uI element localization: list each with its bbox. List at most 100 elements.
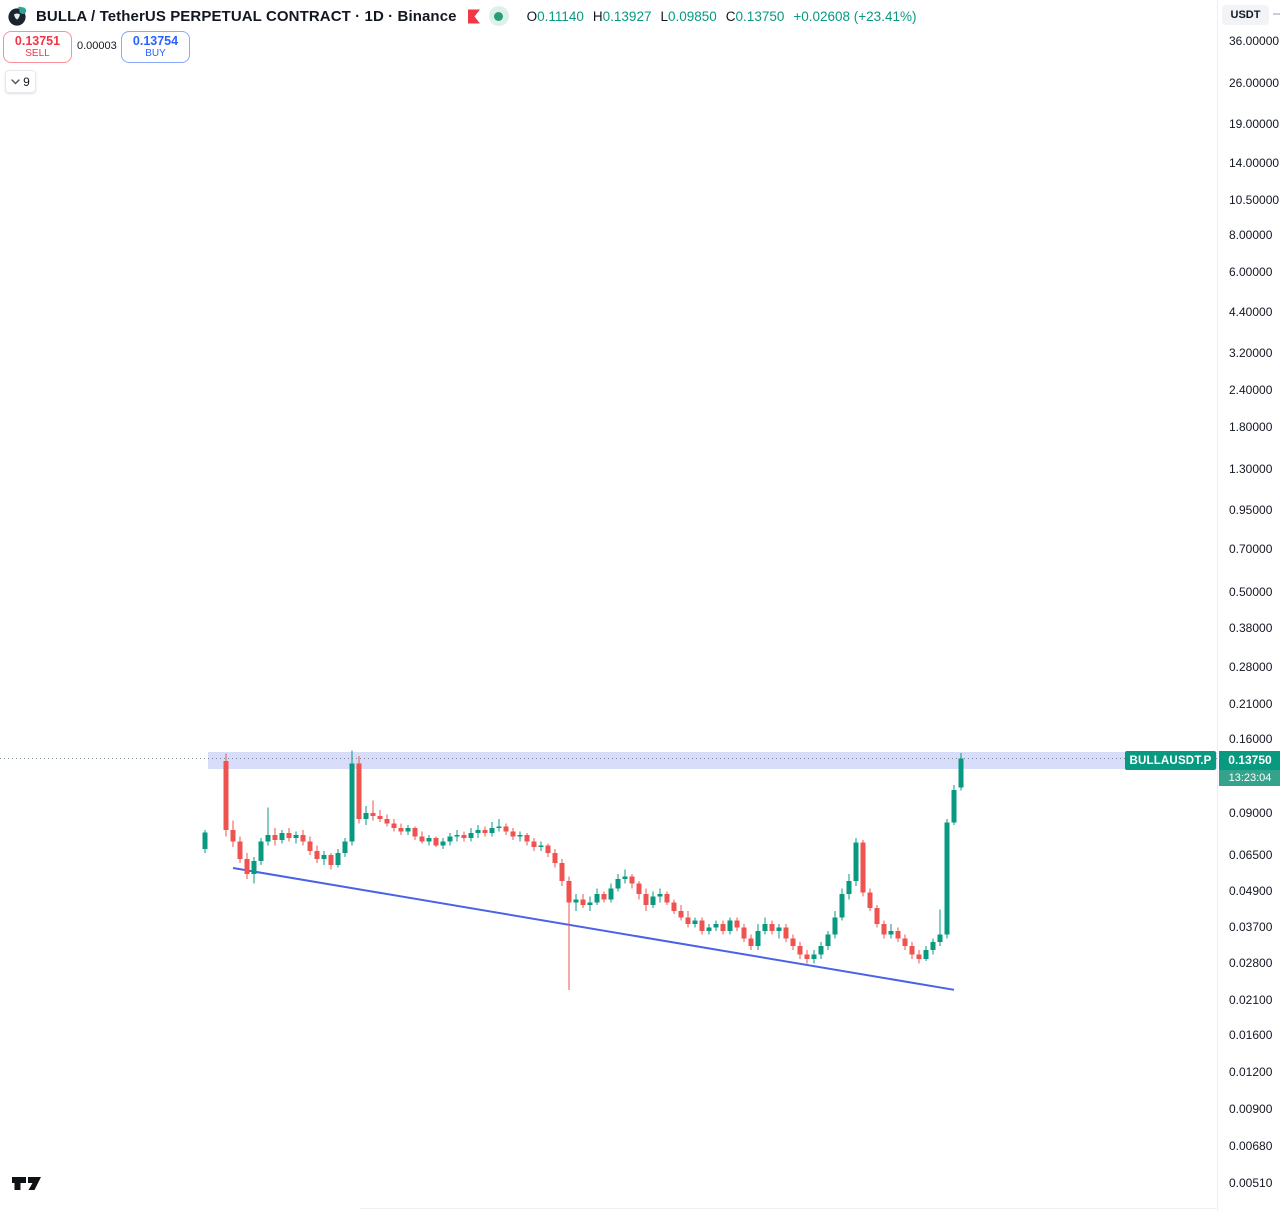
status-dot-inner <box>494 11 504 21</box>
candle-body <box>643 893 649 906</box>
change-value: +0.02608 (+23.41%) <box>793 8 917 24</box>
candle-body <box>874 908 880 925</box>
candle-body <box>881 924 887 935</box>
candle-body <box>384 818 390 824</box>
sell-button[interactable]: 0.13751 SELL <box>3 31 72 63</box>
supply-zone-band[interactable] <box>207 752 1217 770</box>
price-tick-label: 0.02100 <box>1229 993 1273 1008</box>
candle-body <box>860 842 866 893</box>
sell-label: SELL <box>25 47 50 59</box>
price-tick-label: 0.50000 <box>1229 585 1273 600</box>
candle-body <box>909 946 915 955</box>
candle-body <box>321 854 327 859</box>
low-label: L <box>660 8 668 24</box>
candle-body <box>356 763 362 819</box>
candle-body <box>706 927 712 931</box>
candle-body <box>650 896 656 906</box>
candle-body <box>615 878 621 889</box>
currency-toggle-button[interactable]: USDT <box>1222 5 1269 25</box>
candle-body <box>713 924 719 928</box>
candle-body <box>461 834 467 839</box>
candle-body <box>629 876 635 884</box>
candle-body <box>783 927 789 939</box>
price-tick-label: 0.01200 <box>1229 1065 1273 1080</box>
bar-countdown: 13:23:04 <box>1219 770 1280 786</box>
candle-body <box>664 893 670 903</box>
symbol-header: BULLA / TetherUS PERPETUAL CONTRACT · 1D… <box>8 4 916 28</box>
price-tick-label: 0.28000 <box>1229 659 1273 674</box>
candle-body <box>251 860 257 875</box>
candle-body <box>202 832 208 850</box>
price-tick-label: 1.30000 <box>1229 462 1273 477</box>
price-tick-label: 0.00680 <box>1229 1138 1273 1153</box>
price-tick-label: 6.00000 <box>1229 265 1273 280</box>
candle-body <box>433 838 439 846</box>
price-tick-label: 0.16000 <box>1229 731 1273 746</box>
candle-body <box>811 954 817 959</box>
price-tick-label: 0.06500 <box>1229 847 1273 862</box>
price-tick-label: 10.50000 <box>1229 193 1280 208</box>
candle-body <box>944 822 950 935</box>
price-tick-label: 0.38000 <box>1229 620 1273 635</box>
price-tick-label: 1.80000 <box>1229 420 1273 435</box>
candle-body <box>951 789 957 823</box>
price-tick-label: 0.01600 <box>1229 1028 1273 1043</box>
price-tick-label: 0.03700 <box>1229 920 1273 935</box>
candle-body <box>391 823 397 829</box>
buy-button[interactable]: 0.13754 BUY <box>121 31 190 63</box>
symbol-title[interactable]: BULLA / TetherUS PERPETUAL CONTRACT · 1D… <box>36 7 457 25</box>
price-tick-label: 0.00900 <box>1229 1102 1273 1117</box>
price-tick-label: 26.00000 <box>1229 76 1280 91</box>
low-value: 0.09850 <box>667 8 717 24</box>
candle-body <box>790 938 796 947</box>
price-tick-label: 0.00510 <box>1229 1175 1273 1190</box>
candle-body <box>398 828 404 832</box>
candle-body <box>335 852 341 866</box>
candle-body <box>349 763 355 842</box>
close-value: 0.13750 <box>735 8 785 24</box>
candle-body <box>328 854 334 866</box>
candle-body <box>601 893 607 900</box>
bulla-coin-logo <box>8 6 27 26</box>
candle-body <box>412 828 418 837</box>
candle-body <box>363 812 369 819</box>
candle-body <box>622 876 628 879</box>
candle-body <box>692 920 698 925</box>
symbol-price-flag: BULLAUSDT.P <box>1125 751 1216 770</box>
candle-body <box>902 938 908 947</box>
candle-body <box>419 836 425 842</box>
price-tick-label: 0.09000 <box>1229 805 1273 820</box>
candle-body <box>237 841 243 859</box>
trendline-drawing[interactable] <box>232 867 955 991</box>
candle-body <box>342 841 348 853</box>
candle-body <box>545 845 551 853</box>
badge-count: 9 <box>23 74 30 89</box>
price-tick-label: 0.70000 <box>1229 541 1273 556</box>
collapsed-panel-badge[interactable]: 9 <box>5 70 36 93</box>
candle-body <box>405 828 411 832</box>
candlestick-chart[interactable] <box>0 0 1217 1211</box>
high-value: 0.13927 <box>602 8 652 24</box>
price-tick-label: 0.02800 <box>1229 956 1273 971</box>
candle-body <box>853 842 859 882</box>
price-axis[interactable]: USDT 36.00000 26.00000 19.00000 14.00000 10.… <box>1217 0 1280 1211</box>
candle-body <box>776 927 782 931</box>
candle-body <box>454 834 460 837</box>
candle-body <box>307 841 313 851</box>
price-tick-label: 2.40000 <box>1229 383 1273 398</box>
red-flag-icon[interactable] <box>467 9 481 24</box>
sell-price: 0.13751 <box>14 33 61 48</box>
candle-body <box>272 834 278 840</box>
candle-body <box>755 930 761 947</box>
candle-body <box>804 954 810 959</box>
open-value: 0.11140 <box>537 8 584 24</box>
chevron-down-icon <box>11 78 20 84</box>
tradingview-logo[interactable] <box>12 1176 42 1197</box>
market-status-dot[interactable] <box>488 6 509 26</box>
axis-menu-dash <box>1273 13 1280 15</box>
candle-body <box>489 828 495 834</box>
last-price-axis-label: 0.13750 13:23:04 <box>1219 751 1280 786</box>
candle-body <box>846 881 852 894</box>
candle-body <box>496 826 502 829</box>
